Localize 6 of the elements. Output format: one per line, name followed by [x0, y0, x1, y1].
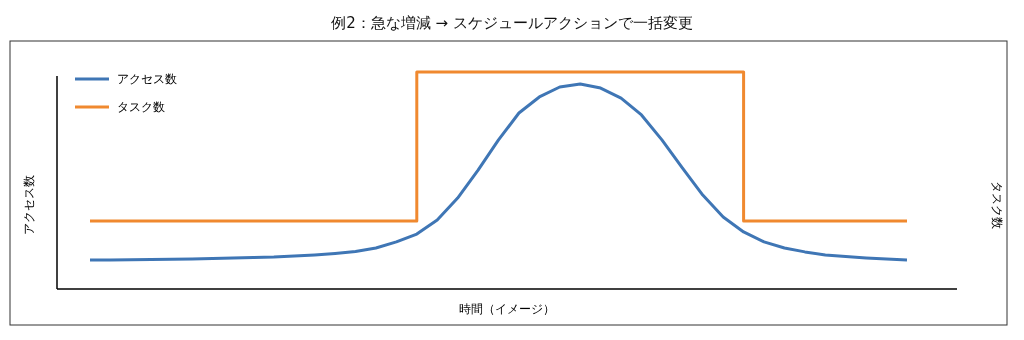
legend-label: タスク数	[117, 100, 165, 114]
y-axis-title: アクセス数	[22, 175, 36, 235]
x-axis-title: 時間（イメージ）	[459, 302, 555, 316]
text: タスク数	[990, 181, 1004, 229]
legend-label: アクセス数	[117, 72, 177, 86]
chart-title: 例2：急な増減 → スケジュールアクションで一括変更	[331, 14, 693, 32]
